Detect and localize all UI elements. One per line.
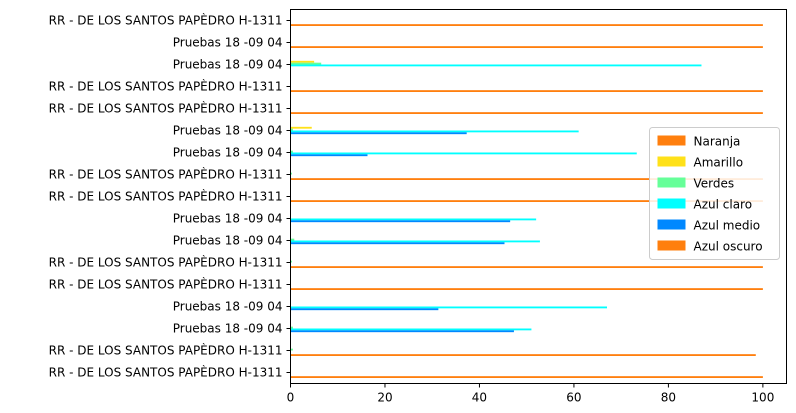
bar (290, 126, 312, 129)
x-tick-label: 60 (566, 391, 581, 405)
x-tick-label: 20 (377, 391, 392, 405)
bar (290, 128, 293, 131)
legend-label: Verdes (694, 177, 735, 191)
bar (290, 132, 467, 135)
bar (290, 240, 540, 243)
bar (290, 24, 763, 26)
bar (290, 64, 702, 67)
y-tick-label: Pruebas 18 -09 04 (173, 212, 283, 226)
plot-frame (290, 9, 787, 384)
bar (290, 308, 439, 311)
legend-swatch (657, 135, 686, 146)
y-tick-label: RR - DE LOS SANTOS PAPÈDRO H-1311 (49, 79, 283, 94)
bar (290, 306, 607, 309)
legend-swatch (657, 156, 686, 167)
x-tick-label: 100 (751, 391, 774, 405)
legend-label: Azul medio (694, 219, 761, 233)
legend: Naranja Amarillo Verdes Azul claro Azul medi… (649, 127, 780, 260)
bar (290, 330, 514, 333)
bar (290, 154, 368, 157)
legend-swatch (657, 240, 686, 251)
y-tick-label: RR - DE LOS SANTOS PAPÈDRO H-1311 (49, 343, 283, 358)
x-axis: 0 20 40 60 80 100 (287, 383, 774, 405)
y-tick-label: RR - DE LOS SANTOS PAPÈDRO H-1311 (49, 101, 283, 116)
y-tick-label: Pruebas 18 -09 04 (173, 300, 283, 314)
bar (290, 60, 315, 63)
legend-label: Naranja (694, 135, 741, 149)
bar (290, 46, 763, 48)
y-tick-label: Pruebas 18 -09 04 (173, 322, 283, 336)
legend-swatch (657, 177, 686, 188)
bar (290, 200, 763, 202)
y-tick-label: Pruebas 18 -09 04 (173, 124, 283, 138)
bar (290, 152, 637, 155)
bar (290, 260, 292, 263)
bar (290, 150, 293, 153)
bar (290, 328, 532, 331)
y-tick-label: RR - DE LOS SANTOS PAPÈDRO H-1311 (49, 277, 283, 292)
y-tick-label: RR - DE LOS SANTOS PAPÈDRO H-1311 (49, 13, 283, 28)
bar (290, 112, 763, 114)
bar (290, 238, 295, 241)
bars-group (290, 24, 763, 378)
y-tick-label: RR - DE LOS SANTOS PAPÈDRO H-1311 (49, 255, 283, 270)
bar (290, 90, 763, 92)
legend-label: Amarillo (694, 156, 744, 170)
y-tick-label: RR - DE LOS SANTOS PAPÈDRO H-1311 (49, 365, 283, 380)
legend-swatch (657, 198, 686, 209)
bar (290, 218, 537, 221)
legend-swatch (657, 219, 686, 230)
x-tick-label: 80 (661, 391, 676, 405)
bar (290, 288, 763, 290)
bar (290, 220, 511, 223)
bar (290, 172, 292, 175)
y-tick-label: RR - DE LOS SANTOS PAPÈDRO H-1311 (49, 167, 283, 182)
bar (290, 376, 763, 378)
bar (290, 266, 763, 268)
y-tick-label: Pruebas 18 -09 04 (173, 146, 283, 160)
bar (290, 62, 322, 65)
legend-label: Azul oscuro (694, 240, 763, 254)
bar (290, 130, 579, 133)
bar (290, 354, 756, 356)
bar (290, 178, 763, 180)
y-tick-label: Pruebas 18 -09 04 (173, 234, 283, 248)
bar (290, 348, 293, 351)
bar (290, 326, 293, 329)
y-tick-label: Pruebas 18 -09 04 (173, 58, 283, 72)
legend-label: Azul claro (694, 198, 753, 212)
y-tick-label: RR - DE LOS SANTOS PAPÈDRO H-1311 (49, 189, 283, 204)
y-tick-label: Pruebas 18 -09 04 (173, 36, 283, 50)
x-tick-label: 40 (472, 391, 487, 405)
x-tick-label: 0 (287, 391, 295, 405)
y-axis-labels: RR - DE LOS SANTOS PAPÈDRO H-1311 RR - DE… (49, 13, 291, 380)
bar (290, 242, 505, 245)
